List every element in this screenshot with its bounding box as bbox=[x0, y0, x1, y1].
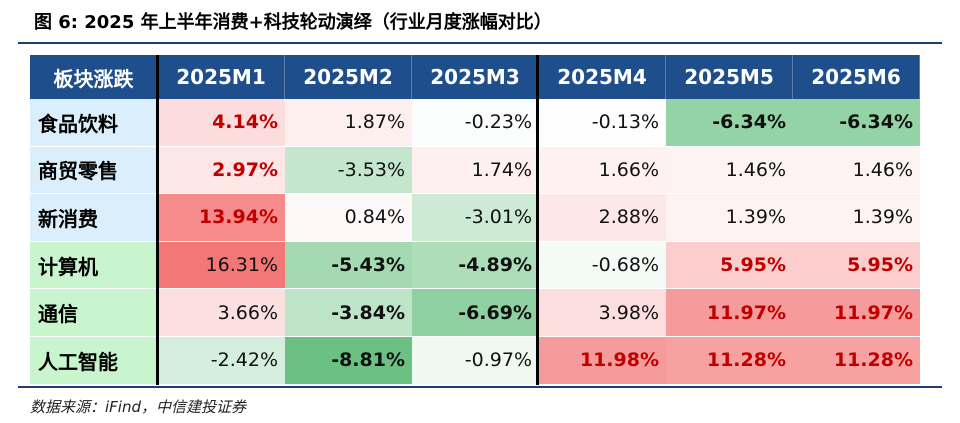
heatmap-cell: -8.81% bbox=[285, 336, 412, 385]
heatmap-cell: -2.42% bbox=[158, 336, 285, 385]
column-header-2025m4: 2025M4 bbox=[539, 55, 666, 99]
heatmap-cell: -6.34% bbox=[666, 99, 793, 147]
heatmap-cell: 11.97% bbox=[666, 289, 793, 337]
heatmap-cell: -3.01% bbox=[412, 194, 539, 242]
heatmap-cell: -4.89% bbox=[412, 241, 539, 290]
heatmap-cell: 16.31% bbox=[158, 241, 285, 290]
heatmap-table: 板块涨跌 2025M1 2025M2 2025M3 2025M4 2025M5 2025M6… bbox=[30, 55, 920, 385]
heatmap-cell: 4.14% bbox=[158, 99, 285, 147]
heatmap-cell: 11.97% bbox=[793, 289, 920, 337]
heatmap-cell: 1.46% bbox=[793, 146, 920, 195]
heatmap-cell: 1.39% bbox=[793, 194, 920, 242]
heatmap-cell: 5.95% bbox=[793, 241, 920, 290]
heatmap-cell: 1.74% bbox=[412, 146, 539, 195]
heatmap-cell: -0.13% bbox=[539, 99, 666, 147]
corner-header: 板块涨跌 bbox=[30, 55, 158, 99]
heatmap-cell: 11.28% bbox=[793, 336, 920, 385]
heatmap-cell: -5.43% bbox=[285, 241, 412, 290]
row-header-divider bbox=[156, 55, 159, 385]
column-header-2025m2: 2025M2 bbox=[285, 55, 412, 99]
column-header-2025m5: 2025M5 bbox=[666, 55, 793, 99]
heatmap-cell: 3.66% bbox=[158, 289, 285, 337]
heatmap-cell: 5.95% bbox=[666, 241, 793, 290]
title-rule bbox=[18, 42, 942, 44]
row-header: 人工智能 bbox=[30, 336, 158, 385]
heatmap-cell: -6.69% bbox=[412, 289, 539, 337]
heatmap-cell: 13.94% bbox=[158, 194, 285, 242]
row-header: 食品饮料 bbox=[30, 99, 158, 147]
heatmap-cell: 11.98% bbox=[539, 336, 666, 385]
column-header-2025m3: 2025M3 bbox=[412, 55, 539, 99]
source-note: 数据来源：iFind，中信建投证券 bbox=[30, 398, 246, 416]
figure-title: 图 6: 2025 年上半年消费+科技轮动演绎（行业月度涨幅对比） bbox=[34, 12, 552, 33]
heatmap-cell: -6.34% bbox=[793, 99, 920, 147]
row-header: 新消费 bbox=[30, 194, 158, 242]
bottom-rule bbox=[18, 386, 942, 388]
heatmap-cell: 1.46% bbox=[666, 146, 793, 195]
row-header: 商贸零售 bbox=[30, 146, 158, 195]
heatmap-cell: -3.53% bbox=[285, 146, 412, 195]
heatmap-cell: -0.23% bbox=[412, 99, 539, 147]
heatmap-cell: 1.39% bbox=[666, 194, 793, 242]
heatmap-cell: 11.28% bbox=[666, 336, 793, 385]
heatmap-cell: -0.68% bbox=[539, 241, 666, 290]
row-header: 计算机 bbox=[30, 241, 158, 290]
row-header: 通信 bbox=[30, 289, 158, 337]
heatmap-cell: 1.66% bbox=[539, 146, 666, 195]
heatmap-cell: 0.84% bbox=[285, 194, 412, 242]
column-header-2025m6: 2025M6 bbox=[793, 55, 920, 99]
heatmap-cell: -3.84% bbox=[285, 289, 412, 337]
heatmap-cell: 3.98% bbox=[539, 289, 666, 337]
column-header-2025m1: 2025M1 bbox=[158, 55, 285, 99]
heatmap-cell: -0.97% bbox=[412, 336, 539, 385]
heatmap-cell: 1.87% bbox=[285, 99, 412, 147]
heatmap-cell: 2.88% bbox=[539, 194, 666, 242]
quarter-divider bbox=[536, 55, 539, 385]
heatmap-cell: 2.97% bbox=[158, 146, 285, 195]
